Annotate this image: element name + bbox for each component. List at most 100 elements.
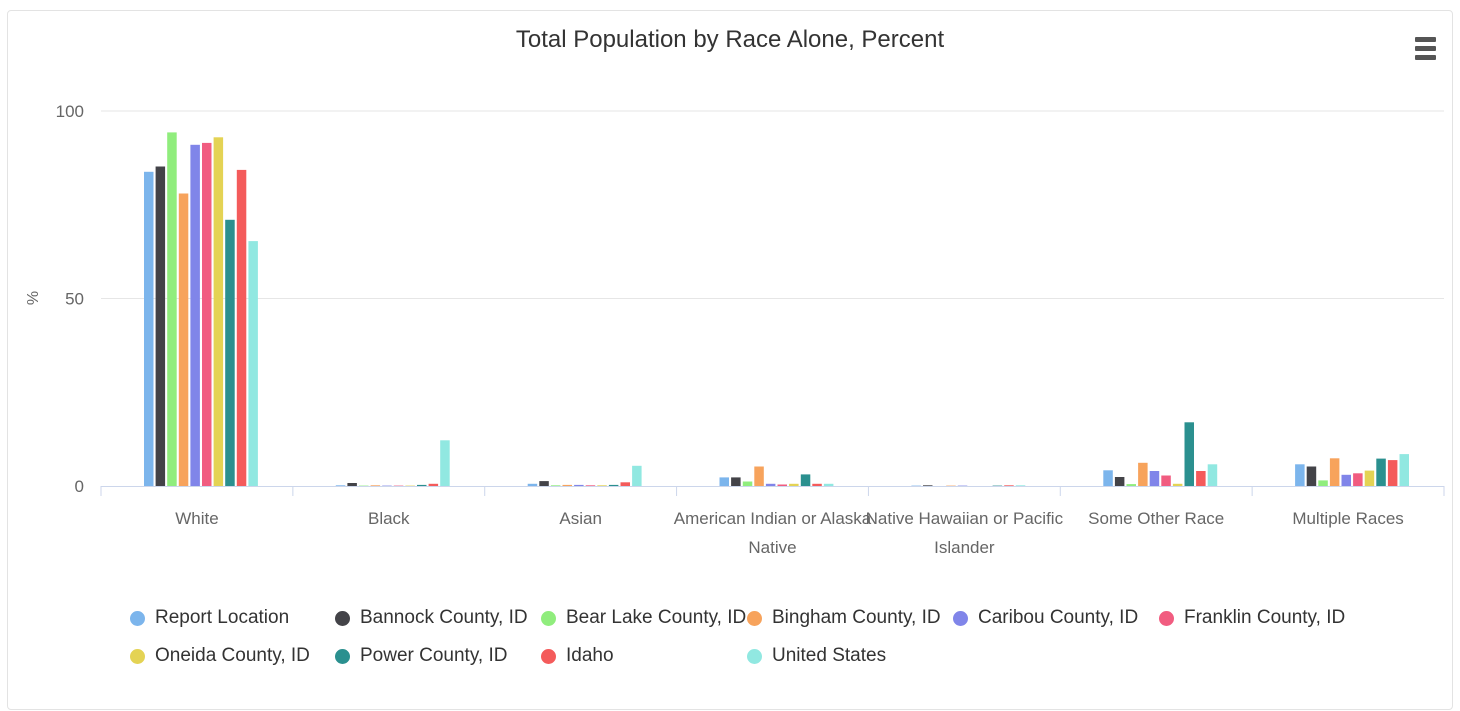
x-category-label: Multiple Races [1292,509,1404,528]
gridlines [101,110,1444,299]
y-tick-label: 100 [56,102,84,121]
legend-item[interactable]: Oneida County, ID [130,642,310,670]
bar[interactable] [1329,458,1340,487]
bar[interactable] [1161,475,1171,487]
x-category-label: White [175,509,218,528]
legend-marker [541,610,556,626]
chart-card [7,10,1453,710]
legend-marker [747,648,762,664]
bar[interactable] [202,142,212,486]
legend-item[interactable]: Bear Lake County, ID [541,604,746,632]
bar[interactable] [1318,480,1328,486]
bar[interactable] [608,484,619,486]
bar[interactable] [1376,458,1386,486]
bar[interactable] [1353,473,1363,487]
bar[interactable] [1196,471,1206,486]
bar[interactable] [777,484,788,487]
bar[interactable] [1149,471,1160,486]
hamburger-menu-icon[interactable] [1411,28,1441,66]
bar[interactable] [335,485,346,487]
legend-label: Oneida County, ID [155,645,310,666]
bar[interactable] [417,484,427,486]
bar[interactable] [719,477,730,486]
bar[interactable] [347,483,357,486]
menu-bar [1415,46,1436,51]
bar[interactable] [428,483,439,487]
bar[interactable] [248,241,258,486]
bar[interactable] [574,484,584,486]
bar[interactable] [789,483,799,487]
legend-item[interactable]: Idaho [541,642,614,670]
legend-item[interactable]: Caribou County, ID [953,604,1138,632]
bar[interactable] [765,483,776,487]
legend-marker [1159,610,1174,626]
bar[interactable] [527,483,538,487]
bar[interactable] [167,132,177,486]
legend-label: Bear Lake County, ID [566,607,747,628]
bar[interactable] [1172,483,1183,487]
bar[interactable] [1387,460,1398,486]
bar[interactable] [1004,485,1014,487]
legend-label: United States [772,645,887,666]
x-category-label: Black [368,509,410,528]
bar[interactable] [155,166,166,487]
bar[interactable] [754,466,764,487]
bar[interactable] [370,485,381,487]
legend-item[interactable]: Report Location [130,604,289,632]
x-category-label: Native Hawaiian or Pacific Islander [866,509,1064,557]
bar[interactable] [1138,462,1148,487]
x-axis: White Black Asian American Indian or Alaska… [100,486,1445,557]
bar[interactable] [632,465,642,487]
legend-item[interactable]: Bingham County, ID [747,604,941,632]
bar[interactable] [1126,484,1137,486]
bar[interactable] [1103,470,1113,487]
bar[interactable] [1015,485,1026,487]
legend-item[interactable]: United States [747,642,886,670]
bar[interactable] [1364,470,1375,486]
x-category-label: Some Other Race [1088,509,1224,528]
y-tick-label: 0 [75,477,84,496]
bar[interactable] [1184,422,1195,487]
bar[interactable] [1399,454,1410,486]
bar[interactable] [812,483,822,487]
bar[interactable] [823,483,834,487]
bar[interactable] [562,484,573,486]
legend-marker [953,610,968,626]
bar[interactable] [1341,474,1352,487]
bar[interactable] [144,171,154,487]
bar[interactable] [225,219,235,487]
bar[interactable] [1306,466,1317,487]
bar[interactable] [742,481,753,487]
bar[interactable] [800,474,811,486]
bar[interactable] [731,477,741,486]
menu-bar [1415,37,1436,42]
legend-marker [130,648,145,664]
bar[interactable] [550,485,561,487]
legend-label: Franklin County, ID [1184,607,1346,628]
bar[interactable] [1114,477,1125,486]
bars [144,132,1410,487]
bar[interactable] [213,137,224,487]
legend-item[interactable]: Bannock County, ID [335,604,528,632]
legend-item[interactable]: Power County, ID [335,642,507,670]
chart-title: Total Population by Race Alone, Percent [515,26,945,53]
bar[interactable] [440,440,450,487]
legend-label: Power County, ID [360,645,508,666]
bar[interactable] [597,485,607,487]
bar[interactable] [585,485,596,487]
menu-bar [1415,55,1436,60]
legend-item[interactable]: Franklin County, ID [1159,604,1345,632]
bar[interactable] [539,481,549,486]
bar[interactable] [178,193,189,487]
bar[interactable] [190,144,200,487]
legend-label: Bannock County, ID [360,607,528,628]
bar[interactable] [620,482,631,487]
x-category-label: American Indian or Alaska Native [674,509,872,557]
bar[interactable] [1295,464,1305,487]
legend-marker [335,648,350,664]
bar[interactable] [1207,464,1218,487]
legend: Report Location Bannock County, ID Bear La… [0,604,1460,684]
bar[interactable] [923,485,933,487]
bar[interactable] [236,169,247,486]
